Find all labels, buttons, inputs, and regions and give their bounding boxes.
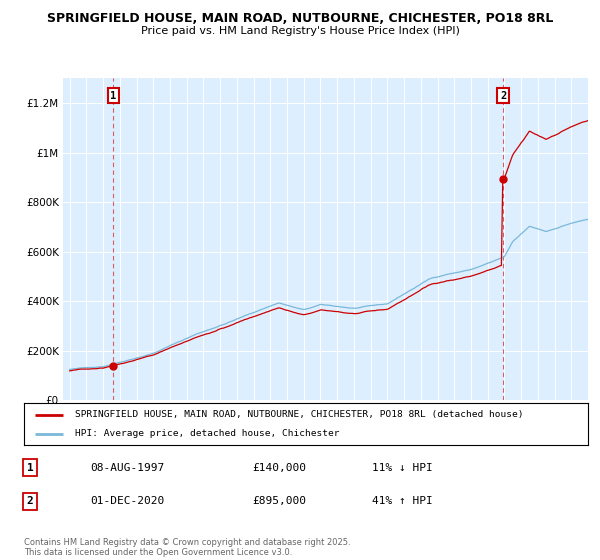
Text: 11% ↓ HPI: 11% ↓ HPI [372,463,433,473]
Text: £140,000: £140,000 [252,463,306,473]
Text: 08-AUG-1997: 08-AUG-1997 [90,463,164,473]
Text: HPI: Average price, detached house, Chichester: HPI: Average price, detached house, Chic… [75,430,339,438]
Text: SPRINGFIELD HOUSE, MAIN ROAD, NUTBOURNE, CHICHESTER, PO18 8RL (detached house): SPRINGFIELD HOUSE, MAIN ROAD, NUTBOURNE,… [75,410,523,419]
Text: 41% ↑ HPI: 41% ↑ HPI [372,496,433,506]
Text: £895,000: £895,000 [252,496,306,506]
Text: SPRINGFIELD HOUSE, MAIN ROAD, NUTBOURNE, CHICHESTER, PO18 8RL: SPRINGFIELD HOUSE, MAIN ROAD, NUTBOURNE,… [47,12,553,25]
Text: Contains HM Land Registry data © Crown copyright and database right 2025.
This d: Contains HM Land Registry data © Crown c… [24,538,350,557]
Text: 2: 2 [500,91,506,101]
Text: 01-DEC-2020: 01-DEC-2020 [90,496,164,506]
Text: 2: 2 [26,496,34,506]
Text: 1: 1 [110,91,116,101]
Text: 1: 1 [26,463,34,473]
Text: Price paid vs. HM Land Registry's House Price Index (HPI): Price paid vs. HM Land Registry's House … [140,26,460,36]
